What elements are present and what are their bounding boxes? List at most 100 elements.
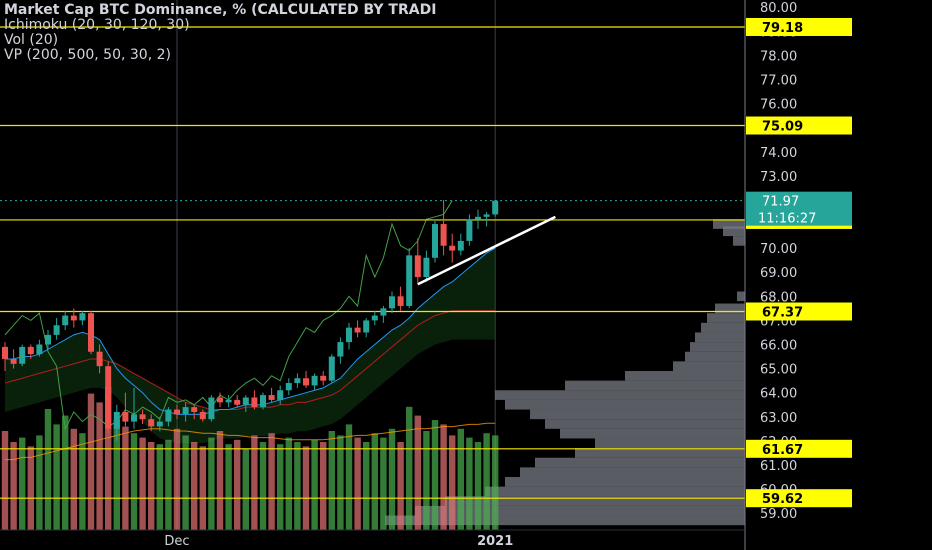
trendline [417,215,556,286]
volume-profile-bar [695,332,745,343]
candle-body [148,419,155,427]
level-label: 79.18 [762,21,803,36]
candle-body [466,219,473,241]
legend-volume-profile[interactable]: VP (200, 500, 50, 30, 2) [4,47,171,63]
level-label-bg [746,17,852,36]
volume-bar [208,437,215,530]
legend-volume[interactable]: Vol (20) [4,32,59,48]
volume-bar [414,415,421,530]
legend-ichimoku[interactable]: Ichimoku (20, 30, 120, 30) [4,17,190,33]
candle-body [10,358,17,364]
price-tick-label: 80.00 [760,1,797,16]
volume-bar [328,431,335,530]
candle-body [62,315,69,326]
volume-profile-bar [530,409,745,420]
candle-body [88,313,94,352]
volume-bar [259,442,267,530]
candle-body [483,214,490,217]
volume-bar [354,437,361,530]
price-tick-label: 59.00 [760,507,797,522]
volume-bar [277,444,284,530]
volume-profile-bar [690,342,745,352]
candle-body [354,327,361,333]
volume-bar [96,402,103,530]
candle-body [423,257,430,278]
candle-body [165,409,172,422]
volume-bar [311,439,318,530]
volume-profile-bar [685,351,745,362]
candle-body [70,315,77,321]
volume-profile-bar [485,486,745,497]
volume-bar [156,444,163,530]
volume-bar [251,435,258,530]
volume-profile-bar [495,390,745,400]
volume-profile-bar [545,419,745,429]
volume-bar [474,442,482,530]
candle-body [96,351,103,367]
volume-bar [105,387,112,530]
volume-bar [363,442,370,530]
candle-body [380,308,387,316]
candle-body [328,356,335,381]
candle-body [440,224,447,246]
candle-body [156,421,163,427]
volume-bar [337,435,344,530]
ichimoku-cloud [5,248,496,444]
volume-profile-bar [707,313,745,323]
candle-body [285,383,292,391]
volume-bar [27,446,34,530]
volume-bar [1,431,9,530]
level-label: 59.62 [762,492,803,507]
volume-bar [148,442,155,530]
candle-body [449,245,456,251]
candle-body [414,255,421,278]
price-tick-label: 76.00 [760,98,797,113]
price-tick-label: 73.00 [760,170,797,185]
volume-bar [302,446,310,530]
level-label: 61.67 [762,443,803,458]
volume-bar [345,424,353,530]
volume-bar [122,426,129,530]
volume-bar [139,437,146,530]
volume-bar [268,433,275,530]
volume-profile-bar [535,457,745,468]
candle-body [363,320,370,333]
candle-body [2,346,8,359]
time-tick-label: Dec [164,534,189,549]
candle-body [105,366,112,429]
volume-bar [380,437,387,530]
volume-bar [423,431,430,530]
candle-body [260,395,266,408]
countdown-label: 11:16:27 [758,212,816,227]
volume-bar [19,437,26,530]
volume-bar [397,442,404,530]
candle-body [311,375,318,386]
volume-profile-bar [673,361,745,371]
candle-body [397,296,404,306]
volume-bar [130,433,138,530]
cloud-area [5,248,496,444]
last-price-tag-bg [746,191,852,226]
volume-bar [234,439,241,530]
volume-profile-bar [723,226,745,237]
volume-ma-line [5,422,496,461]
volume-bar [62,415,69,530]
volume-profile-bar [560,428,745,439]
candle-body [122,411,129,422]
candle-body [208,397,215,420]
candle-body [242,397,249,405]
volume-bar [173,428,181,530]
candle-body [371,315,378,321]
volume-bar [44,409,52,530]
volume-profile-bar [415,505,745,516]
candle-body [406,255,413,306]
price-tick-label: 64.00 [760,387,797,402]
candle-body [251,397,258,408]
volume-bar [483,433,490,530]
ichimoku-tenkan-line [5,247,496,415]
volume-profile-bar [445,496,745,506]
volume-profile-bar [737,291,745,302]
candle-body [131,414,137,422]
